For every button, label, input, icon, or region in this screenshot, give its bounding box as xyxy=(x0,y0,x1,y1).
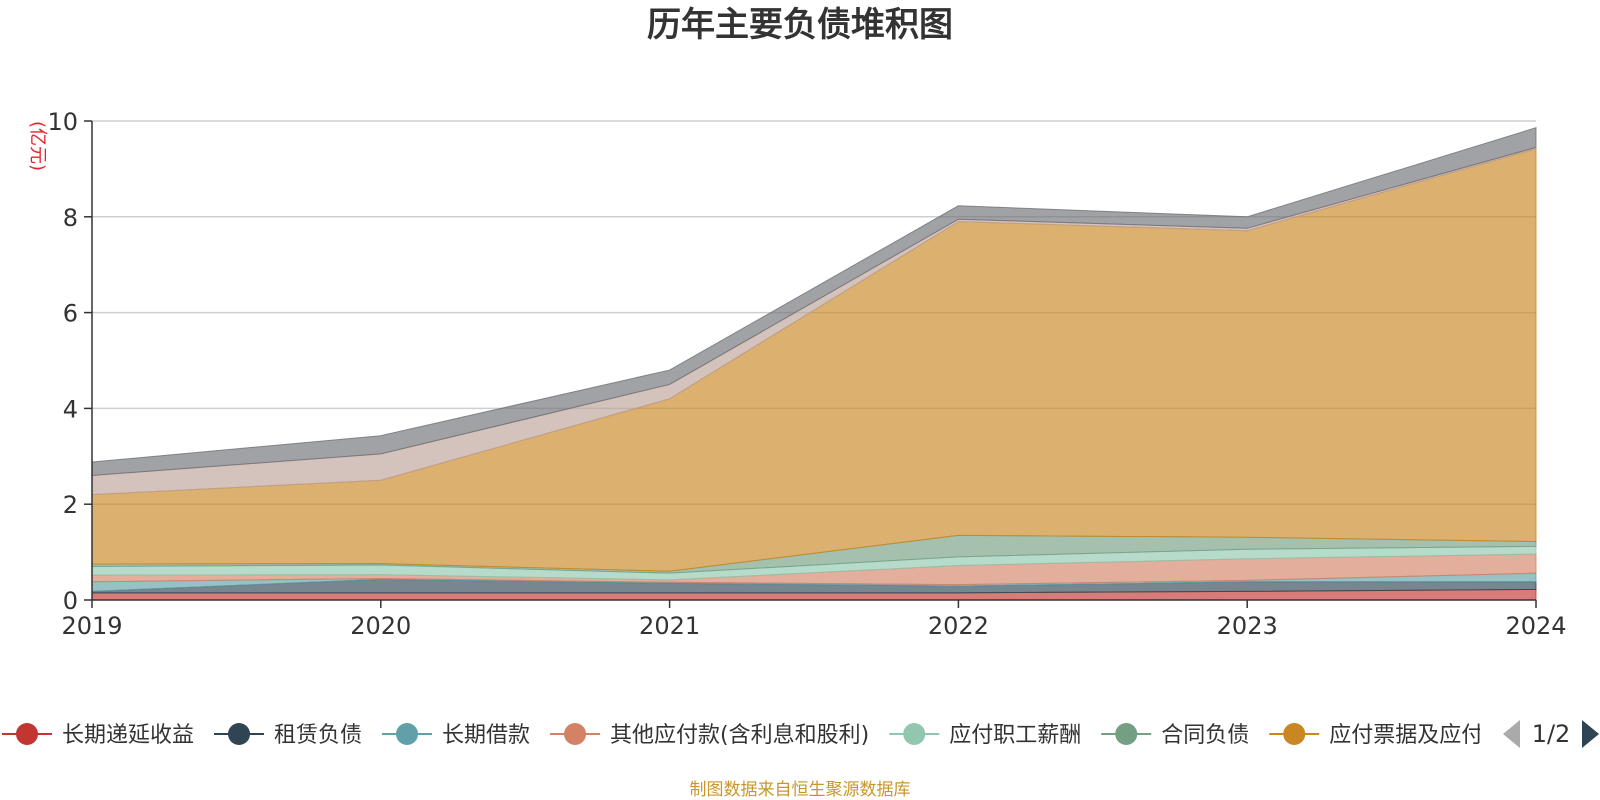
legend-label: 长期递延收益 xyxy=(62,723,194,748)
x-tick-label: 2024 xyxy=(1505,612,1566,640)
legend-item[interactable]: 合同负债 xyxy=(1101,723,1249,748)
chart-title: 历年主要负债堆积图 xyxy=(647,5,953,45)
legend-marker-icon xyxy=(1283,723,1306,745)
x-axis-ticks: 2019 2020 2021 2022 2023 2024 xyxy=(61,600,1567,640)
area-应付票据及应付账款 xyxy=(91,148,1537,572)
x-tick-label: 2021 xyxy=(639,612,700,640)
legend-item[interactable]: 租赁负债 xyxy=(214,723,362,748)
legend-item[interactable]: 其他应付款(含利息和股利) xyxy=(550,723,869,748)
x-tick-label: 2019 xyxy=(61,612,122,640)
legend-item[interactable]: 长期递延收益 xyxy=(2,723,194,748)
y-tick-label: 10 xyxy=(47,108,78,136)
legend-label: 其他应付款(含利息和股利) xyxy=(610,723,869,748)
axes xyxy=(91,121,1536,601)
x-tick-label: 2020 xyxy=(350,612,411,640)
area-series xyxy=(91,127,1537,601)
legend-label: 长期借款 xyxy=(442,723,530,748)
area-短期借款 xyxy=(91,127,1537,476)
legend-pager: 1/2 xyxy=(1503,720,1599,748)
legend-marker-icon xyxy=(903,723,926,745)
y-tick-label: 0 xyxy=(63,587,78,615)
legend-marker-icon xyxy=(564,723,587,745)
legend-item[interactable]: 应付职工薪酬 xyxy=(889,723,1081,748)
x-tick-label: 2022 xyxy=(928,612,989,640)
legend-label: 租赁负债 xyxy=(274,723,362,748)
legend-marker-icon xyxy=(16,723,38,745)
legend-next-page-icon[interactable] xyxy=(1582,720,1599,748)
legend-item[interactable]: 应付票据及应付账款 xyxy=(1269,723,1527,748)
y-axis-ticks: 0 2 4 6 8 10 xyxy=(47,108,92,615)
y-tick-label: 8 xyxy=(63,204,78,232)
legend-page-label: 1/2 xyxy=(1532,720,1571,748)
data-source-note: 制图数据来自恒生聚源数据库 xyxy=(690,780,911,800)
y-tick-label: 2 xyxy=(63,491,78,519)
legend[interactable]: 长期递延收益 租赁负债 长期借款 其他应付款(含利息和股利) 应付职工薪酬 合同负债 应付票… xyxy=(2,723,1527,748)
y-axis-unit-label: (亿元) xyxy=(27,121,48,171)
y-tick-label: 4 xyxy=(63,395,78,423)
legend-label: 应付职工薪酬 xyxy=(949,723,1081,748)
legend-label: 合同负债 xyxy=(1161,723,1249,748)
y-tick-label: 6 xyxy=(63,300,78,328)
x-tick-label: 2023 xyxy=(1217,612,1278,640)
legend-marker-icon xyxy=(228,723,251,745)
legend-prev-page-icon[interactable] xyxy=(1503,720,1520,748)
legend-label: 应付票据及应付账款 xyxy=(1329,723,1527,748)
legend-marker-icon xyxy=(1115,723,1138,745)
legend-marker-icon xyxy=(396,723,419,745)
legend-item[interactable]: 长期借款 xyxy=(382,723,530,748)
